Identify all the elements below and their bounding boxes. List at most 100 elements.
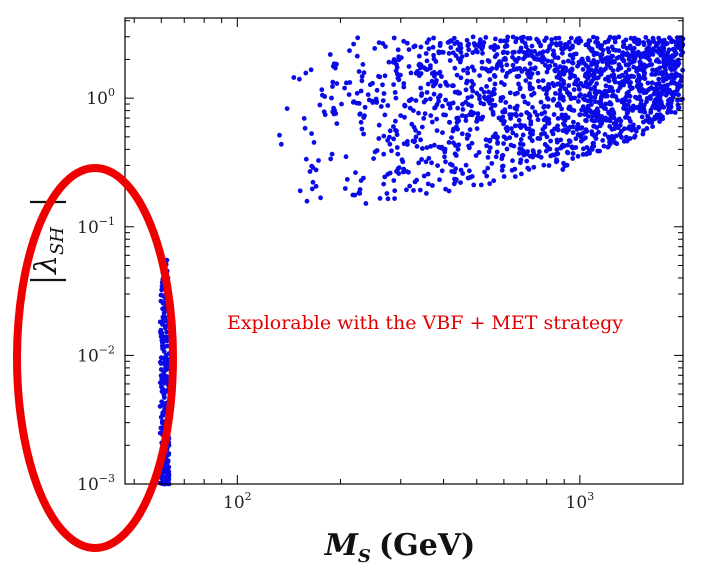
scatter-point xyxy=(381,133,387,139)
scatter-point xyxy=(359,78,365,84)
scatter-point xyxy=(380,82,385,88)
scatter-point xyxy=(626,125,631,131)
scatter-point xyxy=(527,81,533,87)
scatter-point xyxy=(607,136,612,142)
scatter-point xyxy=(520,142,526,147)
scatter-point xyxy=(611,115,617,121)
scatter-point xyxy=(460,101,465,107)
scatter-point xyxy=(396,77,402,83)
scatter-point xyxy=(568,35,574,41)
scatter-point xyxy=(291,75,297,80)
scatter-point xyxy=(381,181,387,187)
scatter-point xyxy=(469,94,474,99)
scatter-point xyxy=(407,183,413,189)
scatter-point xyxy=(452,65,458,71)
scatter-point xyxy=(347,48,352,54)
scatter-point xyxy=(571,52,577,57)
scatter-point xyxy=(484,173,490,179)
scatter-point xyxy=(382,174,388,180)
scatter-point xyxy=(621,105,626,111)
scatter-point xyxy=(453,53,459,59)
scatter-point xyxy=(562,127,568,133)
scatter-point xyxy=(373,96,379,102)
scatter-point xyxy=(642,76,648,82)
scatter-point xyxy=(413,134,419,140)
scatter-point xyxy=(549,59,555,64)
scatter-point xyxy=(453,166,458,172)
scatter-point xyxy=(543,148,549,154)
scatter-point xyxy=(406,47,412,52)
scatter-point xyxy=(611,35,617,41)
scatter-point xyxy=(361,115,367,120)
scatter-point xyxy=(479,86,484,92)
scatter-point xyxy=(476,150,482,155)
scatter-point xyxy=(526,115,532,121)
scatter-point xyxy=(531,164,537,170)
scatter-point xyxy=(512,105,518,111)
scatter-point xyxy=(486,68,491,74)
scatter-point xyxy=(467,145,472,151)
scatter-point xyxy=(649,80,655,86)
scatter-point xyxy=(488,44,494,50)
scatter-point xyxy=(414,69,420,75)
scatter-point xyxy=(518,45,524,51)
scatter-point xyxy=(387,134,392,140)
y-tick-label: 10−3 xyxy=(77,472,115,495)
scatter-point xyxy=(366,97,372,103)
scatter-point xyxy=(301,116,307,121)
scatter-point xyxy=(424,191,429,196)
x-tick-label: 102 xyxy=(223,490,252,513)
scatter-point xyxy=(477,73,482,78)
scatter-point xyxy=(500,68,505,73)
scatter-point xyxy=(469,78,474,84)
scatter-point xyxy=(570,156,576,161)
scatter-point xyxy=(436,49,442,55)
scatter-point xyxy=(671,67,677,72)
scatter-point xyxy=(313,167,319,173)
scatter-point xyxy=(575,63,580,69)
scatter-point xyxy=(394,145,400,150)
scatter-point xyxy=(527,86,533,92)
scatter-point xyxy=(624,138,630,144)
scatter-point xyxy=(453,153,459,158)
scatter-point xyxy=(634,78,640,84)
scatter-point xyxy=(387,170,393,176)
scatter-point xyxy=(535,136,541,141)
scatter-point xyxy=(512,57,518,63)
scatter-point xyxy=(465,70,471,76)
scatter-point xyxy=(594,35,600,41)
scatter-point xyxy=(509,112,515,118)
scatter-point xyxy=(495,134,500,140)
scatter-point xyxy=(465,66,471,71)
scatter-point xyxy=(612,93,617,99)
scatter-point xyxy=(670,46,676,52)
scatter-point xyxy=(413,98,419,103)
scatter-point xyxy=(520,132,526,138)
scatter-point xyxy=(559,106,564,112)
scatter-point xyxy=(661,63,667,69)
scatter-point xyxy=(630,108,635,113)
scatter-point xyxy=(569,95,575,101)
scatter-point xyxy=(599,114,605,119)
scatter-point xyxy=(427,65,433,71)
scatter-point xyxy=(451,181,457,187)
scatter-point xyxy=(532,49,537,54)
scatter-point xyxy=(621,44,626,50)
scatter-point xyxy=(374,148,380,153)
scatter-point xyxy=(391,124,396,129)
scatter-point xyxy=(554,103,560,108)
scatter-point xyxy=(562,86,568,91)
scatter-point xyxy=(473,153,479,159)
scatter-point xyxy=(625,102,631,108)
annotation-vbf-met: Explorable with the VBF + MET strategy xyxy=(227,312,623,334)
scatter-point xyxy=(433,80,439,85)
scatter-point xyxy=(555,116,561,121)
scatter-point xyxy=(524,158,530,164)
scatter-point xyxy=(584,151,589,157)
scatter-point xyxy=(484,143,489,149)
scatter-point xyxy=(676,84,681,90)
scatter-point xyxy=(659,70,665,75)
scatter-point xyxy=(421,116,427,121)
scatter-point xyxy=(598,94,604,100)
scatter-point xyxy=(560,50,565,56)
